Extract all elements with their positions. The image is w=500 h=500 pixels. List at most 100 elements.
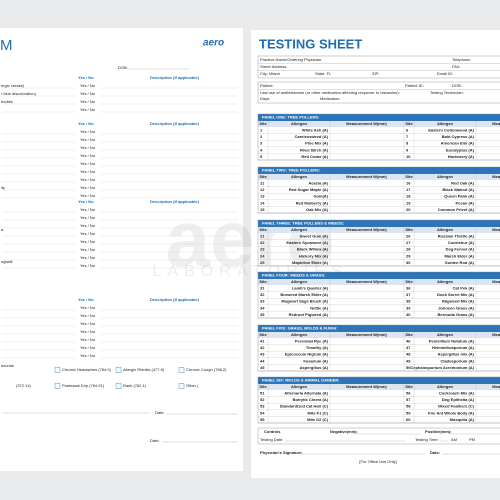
testing: AM xyxy=(451,437,457,442)
site: 59 xyxy=(406,410,411,415)
condition: (372.14) xyxy=(16,383,32,388)
allergen: Black Walnut (A) xyxy=(442,187,474,192)
row-label: ergic crease) xyxy=(1,83,25,88)
table-head xyxy=(258,332,500,338)
description-head: Description (If applicable) xyxy=(150,121,200,126)
yes-no: Yes / No xyxy=(80,223,96,228)
col-head: Site xyxy=(405,279,413,284)
site: 39 xyxy=(406,305,411,310)
checkbox xyxy=(115,367,122,373)
col-head: Site xyxy=(259,121,267,126)
row-label: a xyxy=(1,227,4,232)
col-head: Allergen xyxy=(437,332,454,337)
col-head: Allergen xyxy=(291,279,308,284)
watermark: aero xyxy=(166,194,335,283)
condition: Chronic Headaches (784.0) xyxy=(62,367,112,372)
site: 53 xyxy=(260,404,265,409)
allergen: Aspergillus mix (A) xyxy=(438,352,475,357)
yes-no: Yes / No xyxy=(80,161,96,166)
allergen: Red Sugar Maple (A) xyxy=(289,187,329,192)
allergen: Cockroach Mix (A) xyxy=(439,390,475,395)
site: 25 xyxy=(260,260,265,265)
condition: Allergic Rhinitis (477.9) xyxy=(123,367,165,372)
row-label: ngwall xyxy=(1,259,12,264)
allergen: Black Willow (A) xyxy=(297,247,329,252)
table-head xyxy=(258,121,500,127)
allergen: Hackberry (A) xyxy=(448,154,475,159)
field-label: Medication: xyxy=(320,96,340,101)
checkbox xyxy=(54,383,61,389)
allergen: Pine Mix (A) xyxy=(305,141,329,146)
col-head: Measurement W(mm) xyxy=(346,279,387,284)
allergen: Epicoccum Nigrum (A) xyxy=(285,352,329,357)
site: 2 xyxy=(260,134,263,139)
site: 34 xyxy=(260,305,265,310)
box xyxy=(257,427,500,445)
table-frame xyxy=(257,271,500,319)
field-label: Days: xyxy=(260,96,270,101)
allergen: Mapleline Elder (A) xyxy=(292,260,329,265)
col-head: Site xyxy=(259,279,267,284)
site: 26 xyxy=(406,233,411,238)
yes-no: Yes / No xyxy=(80,107,96,112)
allergen: Russian Thistle (A) xyxy=(438,233,475,238)
col-head: Site xyxy=(405,227,413,232)
panel-title: PANEL THREE: TREE POLLENS & WEEDS: xyxy=(262,221,344,226)
site: 18 xyxy=(406,194,411,199)
allergen: Oak Mix (A) xyxy=(306,207,329,212)
allergen: Ragweed Mix (A) xyxy=(442,299,475,304)
table-head xyxy=(258,227,500,233)
allergen: Queen Palm (A) xyxy=(444,194,474,199)
sheet-title: TESTING SHEET xyxy=(259,36,362,51)
field-label: Telephone xyxy=(452,57,471,62)
col-head: Measurement W(mm) xyxy=(346,174,387,179)
condition: Other ( xyxy=(186,383,199,388)
col-head: Allergen xyxy=(291,121,308,126)
yes-no: Yes / No xyxy=(80,193,96,198)
checkbox xyxy=(178,383,185,389)
dob-label: DOB: xyxy=(118,65,128,70)
yes-no: Yes / No xyxy=(80,321,96,326)
allergen: Standardized Cat Hair (C) xyxy=(280,404,329,409)
site: 44 xyxy=(260,358,265,363)
allergen: Aspergillus (A) xyxy=(300,365,329,370)
yes-no-head: Yes / No xyxy=(78,297,94,302)
yes-no-head: Yes / No xyxy=(78,75,94,80)
site: 7 xyxy=(406,134,409,139)
site: 43 xyxy=(260,352,265,357)
yes-no: Yes / No xyxy=(80,337,96,342)
description-head: Description (If applicable) xyxy=(150,199,200,204)
col-head: Measurement W(mm) xyxy=(346,121,387,126)
site: 10 xyxy=(406,154,411,159)
yes-no: Yes / No xyxy=(80,313,96,318)
site: 58 xyxy=(406,404,411,409)
site: 12 xyxy=(260,187,265,192)
allergen: Hickory Mix (A) xyxy=(299,253,329,258)
checkbox xyxy=(54,367,61,373)
allergen: Burweed Marsh Elder (A) xyxy=(280,292,328,297)
col-head: Site xyxy=(405,332,413,337)
allergen: Bermuda Grass (A) xyxy=(438,312,475,317)
site: 14 xyxy=(260,200,265,205)
yes-no: Yes / No xyxy=(80,207,96,212)
allergen: Penicillium Notatum (A) xyxy=(429,338,475,343)
site: 8 xyxy=(406,141,409,146)
col-head: Measurement W(mm) xyxy=(492,279,500,284)
controls: Negative(mm): xyxy=(330,429,358,434)
col-head: Measurement W(mm) xyxy=(492,332,500,337)
col-head: Site xyxy=(405,174,413,179)
allergen: Eastern Cottonwood (A) xyxy=(428,127,474,132)
yes-no: Yes / No xyxy=(80,153,96,158)
site: 54 xyxy=(260,410,265,415)
yes-no: Yes / No xyxy=(80,129,96,134)
condition: Rash (782.1) xyxy=(123,383,147,388)
allergen: Golden Rod (A) xyxy=(445,260,475,265)
allergen: Fire Ant Whole Body (A) xyxy=(428,410,475,415)
checkbox xyxy=(115,383,122,389)
testing: Testing Time: xyxy=(415,437,439,442)
site: 60 xyxy=(406,417,411,422)
field-label: Patient ID: xyxy=(405,83,424,88)
date-label: Date: xyxy=(150,438,160,443)
